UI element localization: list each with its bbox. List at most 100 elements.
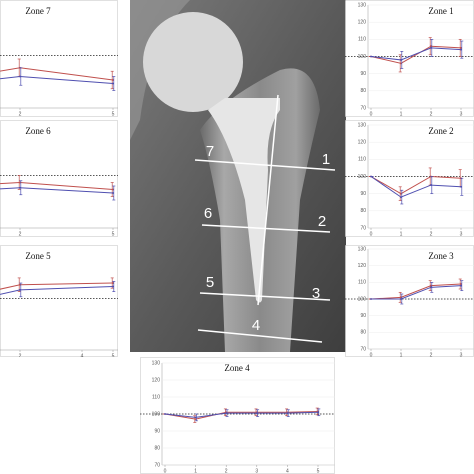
series-line — [370, 47, 462, 61]
series-line — [164, 410, 319, 420]
x-tick-label: 2 — [430, 231, 433, 237]
y-tick-label: 80 — [360, 208, 366, 214]
x-tick-label: 3 — [460, 352, 463, 357]
implant-stem — [208, 98, 280, 303]
x-tick-label: 5 — [317, 468, 320, 474]
chart-title: Zone 5 — [25, 251, 51, 261]
y-tick-label: 80 — [360, 330, 366, 336]
series-line — [164, 411, 319, 418]
x-tick-label: 1 — [400, 111, 403, 117]
point — [112, 82, 114, 85]
x-tick-label: 3 — [460, 111, 463, 117]
point — [370, 175, 372, 178]
point — [400, 62, 402, 65]
y-tick-label: 130 — [358, 246, 367, 252]
point — [430, 45, 432, 48]
chart-panel: 2 5 Zone 7 — [0, 0, 118, 117]
point — [430, 47, 432, 49]
x-tick-label: 5 — [112, 111, 115, 117]
zone-label: 7 — [206, 143, 214, 160]
chart-title: Zone 6 — [25, 126, 51, 136]
x-tick-label: 2 — [19, 353, 22, 357]
x-tick-label: 1 — [400, 231, 403, 237]
point — [112, 192, 114, 194]
x-tick-label: 4 — [286, 468, 289, 474]
point — [400, 196, 402, 198]
point — [112, 282, 114, 284]
x-tick-label: 0 — [370, 111, 373, 117]
y-tick-label: 70 — [360, 105, 366, 111]
x-tick-label: 0 — [370, 231, 373, 237]
chart-panel: 70 80 90 100 110 120 130 0 1 2 3 Zone 3 — [345, 245, 474, 357]
point — [400, 296, 402, 299]
chart-title: Zone 3 — [428, 251, 454, 261]
y-tick-label: 90 — [360, 71, 366, 77]
x-tick-label: 2 — [19, 111, 22, 117]
point — [194, 418, 197, 420]
point — [19, 289, 21, 291]
x-tick-label: 2 — [225, 468, 228, 474]
x-tick-label: 2 — [430, 352, 433, 357]
zone-line — [197, 329, 323, 343]
x-tick-label: 0 — [370, 352, 373, 357]
point — [194, 416, 197, 419]
zone-label: 3 — [312, 285, 320, 302]
point — [400, 59, 402, 61]
point — [225, 412, 228, 415]
y-tick-label: 90 — [154, 428, 160, 434]
y-tick-label: 110 — [152, 394, 160, 400]
point — [430, 284, 432, 287]
y-tick-label: 110 — [358, 157, 366, 163]
chart-panel: 70 80 90 100 110 120 130 0 1 2 3 Zone 2 — [345, 120, 474, 237]
x-tick-label: 3 — [460, 231, 463, 237]
point — [370, 55, 372, 58]
series-line — [370, 176, 462, 198]
zone-line — [194, 159, 336, 171]
point — [460, 284, 462, 287]
zone-label: 4 — [252, 317, 260, 334]
point — [430, 286, 432, 289]
zone-line — [201, 224, 331, 233]
panel-border — [345, 120, 474, 237]
panel-border — [0, 245, 118, 357]
point — [112, 188, 114, 191]
zone-label: 1 — [322, 151, 330, 168]
point — [430, 184, 432, 186]
x-tick-label: 0 — [164, 468, 167, 474]
y-tick-label: 110 — [358, 37, 366, 43]
series-line — [370, 283, 462, 300]
y-tick-label: 90 — [360, 191, 366, 197]
chart-panel: 2 4 5 Zone 5 — [0, 245, 118, 357]
chart-title: Zone 1 — [428, 6, 453, 16]
point — [112, 79, 114, 81]
y-tick-label: 120 — [358, 139, 367, 145]
point — [400, 192, 402, 195]
x-tick-label: 1 — [194, 468, 197, 474]
x-tick-label: 3 — [255, 468, 258, 474]
panel-border — [345, 245, 474, 357]
x-tick-label: 5 — [112, 231, 115, 237]
point — [460, 48, 462, 51]
y-tick-label: 110 — [358, 280, 366, 286]
point — [286, 412, 289, 415]
panel-border — [0, 120, 118, 237]
zone-label: 5 — [206, 274, 214, 291]
y-tick-label: 130 — [152, 360, 161, 366]
y-tick-label: 120 — [152, 377, 161, 383]
point — [19, 186, 21, 189]
chart-panel: 2 5 Zone 6 — [0, 120, 118, 237]
y-tick-label: 130 — [358, 2, 367, 8]
chart-title: Zone 2 — [428, 126, 453, 136]
x-tick-label: 2 — [430, 111, 433, 117]
point — [317, 411, 319, 414]
point — [255, 412, 258, 415]
y-tick-label: 80 — [360, 88, 366, 94]
point — [112, 285, 114, 288]
point — [370, 298, 372, 300]
implant-head — [143, 12, 243, 112]
y-tick-label: 100 — [358, 174, 367, 180]
y-tick-label: 130 — [358, 122, 367, 128]
y-tick-label: 70 — [360, 225, 366, 231]
